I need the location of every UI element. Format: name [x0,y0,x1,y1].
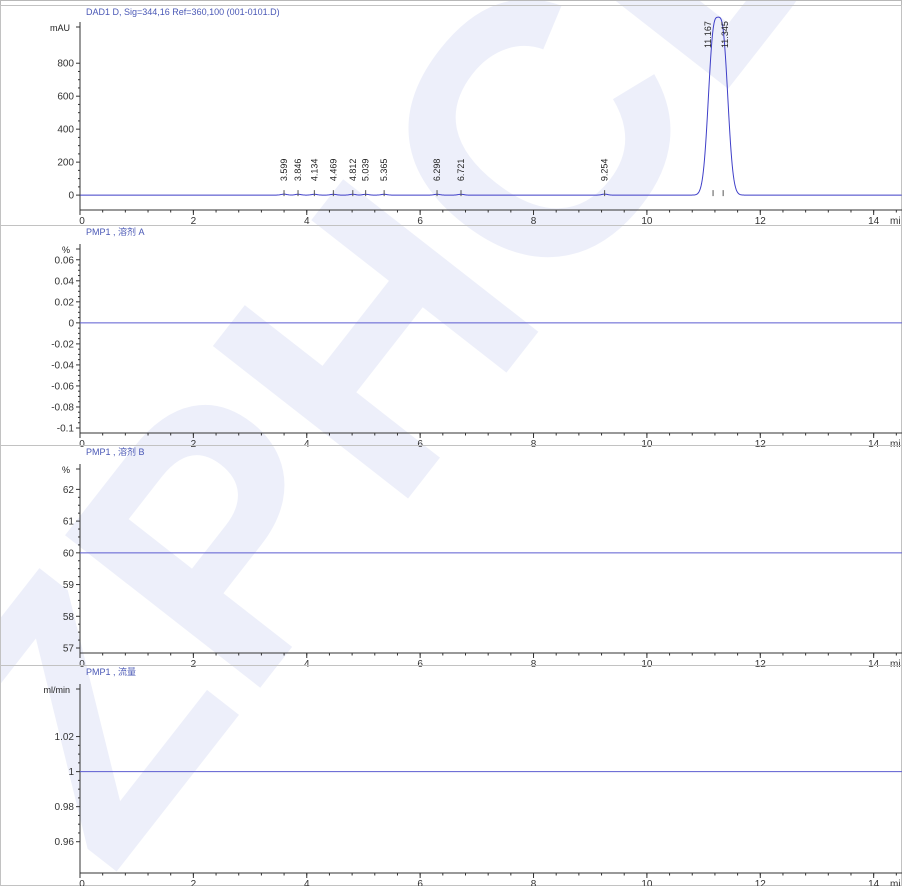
y-axis-unit: mAU [50,23,70,33]
panel-title: PMP1 , 溶剂 B [86,446,145,457]
peak-label: 4.812 [348,159,358,182]
x-tick-label: 12 [755,439,767,450]
peak-label: 4.134 [309,159,319,182]
x-tick-label: 12 [755,216,767,227]
y-tick-label: -0.1 [57,424,75,435]
x-tick-label: 6 [417,879,423,886]
x-tick-label: 14 [868,879,880,886]
x-tick-label: 8 [531,439,537,450]
panels-group: DAD1 D, Sig=344,16 Ref=360,100 (001-0101… [0,5,902,886]
x-tick-label: 2 [191,659,197,670]
y-tick-label: 0.06 [55,255,75,266]
peak-label: 4.469 [328,159,338,182]
x-tick-label: 10 [641,216,653,227]
x-tick-label: 12 [755,879,767,886]
x-tick-label: 8 [531,216,537,227]
x-tick-label: 0 [79,439,85,450]
x-tick-label: 6 [417,439,423,450]
x-tick-label: 4 [304,879,310,886]
y-tick-label: -0.04 [51,360,74,371]
x-axis-unit: mi [890,659,901,670]
y-tick-label: 200 [57,158,74,169]
x-tick-label: 14 [868,659,880,670]
y-tick-label: 1.02 [55,732,75,743]
y-tick-label: 60 [63,548,75,559]
y-tick-label: 0 [68,318,74,329]
y-tick-label: 57 [63,644,75,655]
peak-label: 5.365 [379,159,389,182]
peak-label: 5.039 [361,159,371,182]
y-tick-label: 0 [68,191,74,202]
x-tick-label: 2 [191,879,197,886]
y-tick-label: 0.02 [55,297,75,308]
y-tick-label: 800 [57,59,74,70]
panel-title: PMP1 , 溶剂 A [86,226,145,237]
y-tick-label: 1 [68,767,74,778]
y-tick-label: -0.06 [51,381,74,392]
x-tick-label: 0 [79,879,85,886]
x-tick-label: 0 [79,216,85,227]
chart-panel-4: PMP1 , 流量 ml/min 0.96 0.98 1 1.02 0 2 4 6 8 10 12 14 m… [0,665,902,886]
x-tick-label: 14 [868,439,880,450]
panel-title: PMP1 , 流量 [86,666,136,677]
y-tick-label: 0.96 [55,837,75,848]
peak-label: 11.345 [720,21,730,48]
chromatogram-trace [80,16,902,196]
x-tick-label: 0 [79,659,85,670]
x-tick-label: 14 [868,216,880,227]
peak-label: 11.167 [703,21,713,48]
y-tick-label: 58 [63,612,75,623]
peak-label: 6.721 [456,159,466,182]
x-tick-label: 6 [417,216,423,227]
peak-label: 9.254 [600,159,610,182]
x-tick-label: 4 [304,439,310,450]
x-tick-label: 6 [417,659,423,670]
y-axis-unit: ml/min [44,685,71,695]
x-axis-unit: mi [890,216,901,227]
chart-panel-3: PMP1 , 溶剂 B% 57 58 59 60 61 62 0 2 4 6 8 10 12 14 mi [0,445,902,670]
y-axis-unit: % [62,465,70,475]
chart-panel-1: DAD1 D, Sig=344,16 Ref=360,100 (001-0101… [0,5,902,227]
y-tick-label: 600 [57,92,74,103]
x-tick-label: 2 [191,439,197,450]
x-tick-label: 4 [304,659,310,670]
y-tick-label: 62 [63,485,75,496]
x-tick-label: 10 [641,659,653,670]
y-tick-label: -0.02 [51,339,74,350]
x-axis-unit: mi [890,879,901,886]
x-axis-unit: mi [890,439,901,450]
x-tick-label: 12 [755,659,767,670]
x-tick-label: 8 [531,879,537,886]
y-tick-label: 61 [63,517,75,528]
panel-title: DAD1 D, Sig=344,16 Ref=360,100 (001-0101… [86,7,280,17]
y-tick-label: 0.98 [55,802,75,813]
peak-label: 6.298 [432,159,442,182]
x-tick-label: 2 [191,216,197,227]
x-tick-label: 10 [641,879,653,886]
y-tick-label: 59 [63,580,75,591]
y-tick-label: 0.04 [55,276,75,287]
peak-label: 3.846 [293,159,303,182]
y-tick-label: 400 [57,125,74,136]
x-tick-label: 8 [531,659,537,670]
x-tick-label: 4 [304,216,310,227]
y-tick-label: -0.08 [51,402,74,413]
x-tick-label: 10 [641,439,653,450]
peak-label: 3.599 [279,159,289,182]
y-axis-unit: % [62,245,70,255]
